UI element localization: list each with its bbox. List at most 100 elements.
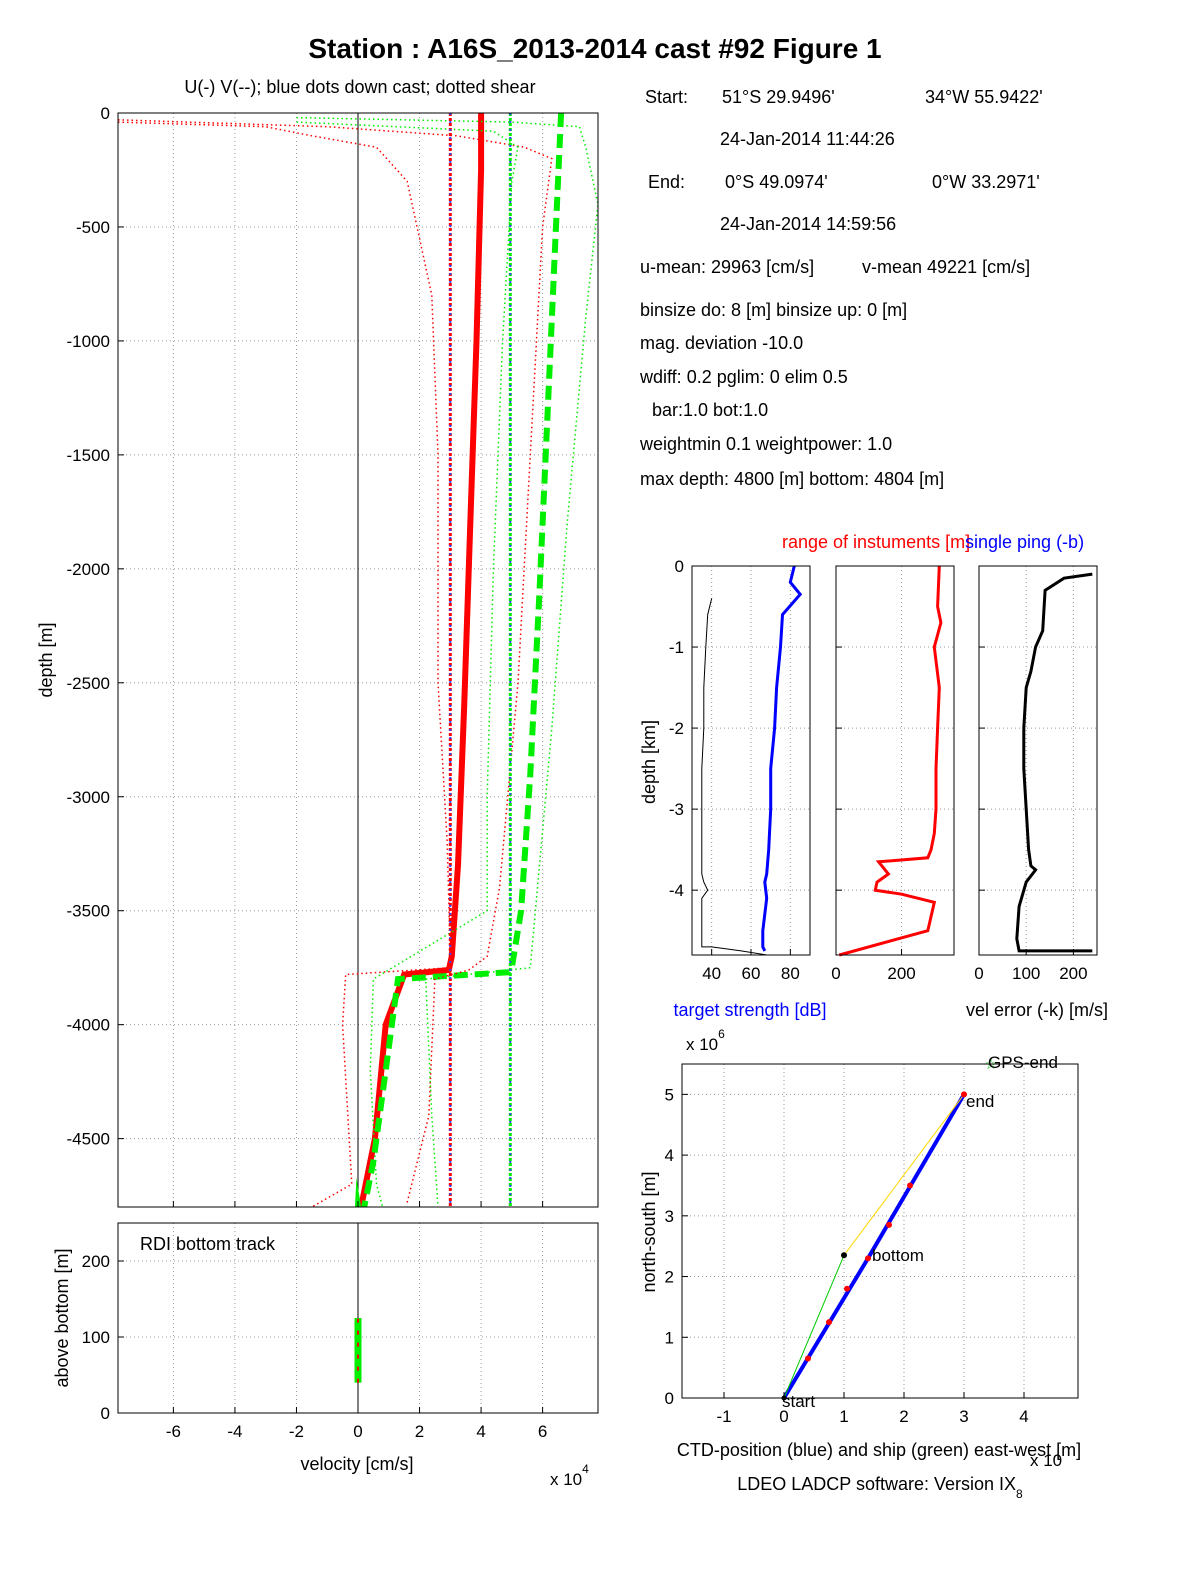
- x-tick-label: -4: [227, 1422, 242, 1441]
- binsize: binsize do: 8 [m] binsize up: 0 [m]: [640, 300, 907, 320]
- x-tick-label: -6: [166, 1422, 181, 1441]
- position-series: ☆: [781, 1056, 997, 1401]
- velocity-x-multiplier: x 104: [550, 1462, 589, 1489]
- weight: weightmin 0.1 weightpower: 1.0: [639, 434, 892, 454]
- ctd-position-marker: [886, 1221, 892, 1228]
- x-tick-label: 3: [959, 1407, 968, 1426]
- x-tick-label: 0: [831, 964, 840, 983]
- figure-title: Station : A16S_2013-2014 cast #92 Figure…: [308, 33, 881, 64]
- x-tick-label: 2: [415, 1422, 424, 1441]
- y-tick-label: -2: [669, 719, 684, 738]
- v-velocity-line: [361, 112, 565, 1208]
- y-tick-label: 3: [665, 1207, 674, 1226]
- instrument-range-series: [838, 565, 943, 957]
- velocity-subtitle: U(-) V(--); blue dots down cast; dotted …: [184, 77, 535, 97]
- x-tick-label: 2: [899, 1407, 908, 1426]
- y-tick-label: -3: [669, 800, 684, 819]
- x-tick-label: 0: [779, 1407, 788, 1426]
- y-tick-label: 0: [665, 1389, 674, 1408]
- end-lat: 0°S 49.0974': [725, 172, 828, 192]
- y-tick-label: -1: [669, 638, 684, 657]
- y-tick-label: 0: [101, 104, 110, 123]
- y-tick-label: -3500: [67, 902, 110, 921]
- target-strength-grid: [692, 566, 810, 955]
- ctd-position-marker: [826, 1319, 832, 1326]
- y-tick-label: -4: [669, 881, 684, 900]
- target-strength-axes-box: [691, 565, 811, 956]
- shear-dotted-line: [117, 121, 452, 1208]
- bottom-track-ticks: -6 -4 -2 0 2 4 6 0 100 200: [82, 1252, 548, 1441]
- y-tick-label: -2000: [67, 560, 110, 579]
- position-ticks: -1 0 1 2 3 4 0 1 2 3 4 5: [665, 1085, 1029, 1426]
- label-end: end: [966, 1092, 994, 1111]
- software-footer-text: LDEO LADCP software: Version IX: [737, 1474, 1016, 1494]
- ctd-position-marker: [907, 1182, 913, 1189]
- velocity-ticks: 0 -500 -1000 -1500 -2000 -2500 -3000 -3500 -4000…: [67, 104, 544, 1207]
- velocity-ylabel: depth [m]: [36, 622, 56, 697]
- target-strength-series: [701, 565, 803, 956]
- velocity-error-axes-box: [978, 565, 1098, 956]
- single-ping-label: single ping (-b): [965, 532, 1084, 552]
- end-lon: 0°W 33.2971': [932, 172, 1040, 192]
- y-tick-label: -2500: [67, 674, 110, 693]
- shear-dotted-line: [296, 121, 519, 1208]
- y-tick-label: 1: [665, 1328, 674, 1347]
- wdiff: wdiff: 0.2 pglim: 0 elim 0.5: [639, 367, 848, 387]
- y-tick-label: 5: [665, 1085, 674, 1104]
- position-axes-box: [681, 1063, 1079, 1399]
- label-bottom: bottom: [872, 1246, 924, 1265]
- velocity-error-ticks: 0 100 200: [974, 565, 1088, 983]
- y-tick-label: 100: [82, 1328, 110, 1347]
- start-time: 24-Jan-2014 11:44:26: [720, 129, 895, 149]
- ctd-position-marker: [961, 1091, 967, 1098]
- end-time: 24-Jan-2014 14:59:56: [720, 214, 896, 234]
- v-mean: v-mean 49221 [cm/s]: [862, 257, 1030, 277]
- x-tick-label: -2: [289, 1422, 304, 1441]
- x-tick-label: 40: [702, 964, 721, 983]
- bottom-track-panel: -6 -4 -2 0 2 4 6 0 100 200 RDI bottom track above…: [52, 1222, 599, 1489]
- y-tick-label: 2: [665, 1268, 674, 1287]
- bottom-track-label: RDI bottom track: [140, 1234, 276, 1254]
- bottom-track-ylabel: above bottom [m]: [52, 1248, 72, 1387]
- bottom-marker: [354, 1177, 362, 1207]
- velocity-error-xlabel: vel error (-k) [m/s]: [966, 1000, 1108, 1020]
- ctd-position-marker: [844, 1285, 850, 1292]
- start-label: Start:: [645, 87, 688, 107]
- velocity-error-series: [1015, 572, 1093, 953]
- position-y-multiplier: x 106: [686, 1027, 725, 1054]
- y-tick-label: -3000: [67, 788, 110, 807]
- y-tick-label: -4500: [67, 1130, 110, 1149]
- x-tick-label: 200: [1059, 964, 1087, 983]
- instrument-range-panel: 0 200 range of instuments [m] single ping…: [782, 532, 1084, 983]
- software-footer: LDEO LADCP software: Version IX8: [737, 1474, 1023, 1501]
- start-lon: 34°W 55.9422': [925, 87, 1043, 107]
- velocity-error-panel: 0 100 200 vel error (-k) [m/s]: [966, 565, 1108, 1020]
- x-tick-label: 4: [1019, 1407, 1028, 1426]
- profile-line: [701, 598, 767, 956]
- position-x-multiplier: x 10: [1030, 1451, 1062, 1470]
- target-strength-panel: 40 60 80 0 -1 -2 -3 -4 depth [km] target streng…: [639, 557, 827, 1020]
- ship-track-line: [783, 1255, 845, 1399]
- x-tick-label: 6: [538, 1422, 547, 1441]
- velocity-xlabel: velocity [cm/s]: [300, 1454, 413, 1474]
- x-tick-label: 0: [974, 964, 983, 983]
- ship-link-line: [843, 1094, 965, 1256]
- x-tick-label: 80: [781, 964, 800, 983]
- x-tick-label: 0: [353, 1422, 362, 1441]
- range-label: range of instuments [m]: [782, 532, 970, 552]
- shear-dotted-line: [117, 119, 553, 1203]
- y-tick-label: 0: [101, 1404, 110, 1423]
- bar-bot: bar:1.0 bot:1.0: [652, 400, 768, 420]
- profile-line: [1015, 572, 1093, 953]
- software-footer-sub: 8: [1016, 1487, 1023, 1501]
- instrument-range-ticks: 0 200: [831, 565, 916, 983]
- x-tick-label: 1: [839, 1407, 848, 1426]
- x-tick-label: -1: [716, 1407, 731, 1426]
- y-tick-label: -1500: [67, 446, 110, 465]
- u-velocity-line: [358, 113, 485, 1208]
- target-strength-ylabel: depth [km]: [639, 720, 659, 804]
- velocity-x-multiplier-exp: 4: [582, 1462, 589, 1476]
- velocity-error-grid: [978, 566, 1097, 955]
- label-gps-end: GPS-end: [988, 1053, 1058, 1072]
